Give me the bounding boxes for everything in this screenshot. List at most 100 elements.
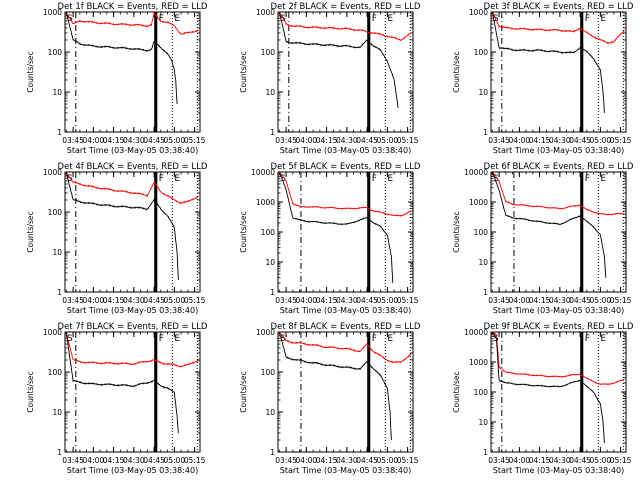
x-tick-label: 04:30	[123, 136, 145, 145]
y-tick-label: 100	[48, 48, 63, 57]
y-tick-label: 10000	[464, 168, 488, 177]
events-series-line	[278, 11, 399, 108]
chart-panel: Det 4f BLACK = Events, RED = LLD 1 10 100 10…	[26, 162, 208, 315]
lld-series-line	[492, 11, 625, 45]
y-tick-label: 1000	[256, 8, 275, 17]
events-series-line	[491, 11, 605, 113]
y-tick-label: 100	[474, 388, 489, 397]
y-tick-label: 1000	[469, 198, 488, 207]
marker-label: E	[174, 174, 180, 184]
y-tick-label: 100	[48, 208, 63, 217]
y-tick-label: 1	[270, 448, 275, 457]
plot-frame	[64, 11, 201, 133]
marker-label: S	[280, 14, 286, 24]
x-tick-label: 04:15	[103, 136, 125, 145]
x-tick-label: 03:45	[275, 456, 297, 465]
chart-title: Det 6f BLACK = Events, RED = LLD	[484, 162, 634, 172]
y-tick-label: 10	[52, 88, 62, 97]
chart-panel: Det 6f BLACK = Events, RED = LLD 1 10 100 10…	[452, 162, 634, 315]
y-tick-label: 10	[52, 248, 62, 257]
y-tick-label: 1	[57, 288, 62, 297]
marker-label: F	[585, 334, 590, 344]
marker-label: F	[372, 174, 377, 184]
x-tick-label: 05:15	[610, 456, 632, 465]
marker-label: S	[280, 174, 286, 184]
x-axis-label: Start Time (03-May-05 03:38:40)	[67, 466, 198, 475]
x-axis-label: Start Time (03-May-05 03:38:40)	[67, 146, 198, 155]
y-tick-label: 1000	[43, 328, 62, 337]
events-series-line	[492, 331, 605, 444]
chart-title: Det 2f BLACK = Events, RED = LLD	[271, 2, 421, 12]
x-tick-label: 05:00	[377, 296, 399, 305]
marker-label: E	[387, 174, 393, 184]
x-tick-label: 04:00	[83, 136, 105, 145]
lld-series-line	[65, 171, 199, 205]
marker-label: E	[387, 14, 393, 24]
y-tick-label: 1000	[469, 358, 488, 367]
x-axis-label: Start Time (03-May-05 03:38:40)	[493, 306, 624, 315]
x-tick-label: 05:00	[164, 136, 186, 145]
x-tick-label: 04:30	[549, 296, 571, 305]
y-tick-label: 10	[265, 88, 275, 97]
marker-label: E	[174, 14, 180, 24]
marker-label: F	[159, 14, 164, 24]
x-tick-label: 05:00	[590, 296, 612, 305]
y-axis-label: Counts/sec	[26, 371, 35, 412]
y-axis-label: Counts/sec	[239, 51, 248, 92]
x-axis-label: Start Time (03-May-05 03:38:40)	[493, 466, 624, 475]
chart-panel: Det 9f BLACK = Events, RED = LLD 1 10 100 10…	[452, 322, 634, 475]
x-tick-label: 03:45	[62, 456, 84, 465]
x-axis-label: Start Time (03-May-05 03:38:40)	[493, 146, 624, 155]
x-tick-label: 04:00	[509, 296, 531, 305]
x-tick-label: 03:45	[488, 136, 510, 145]
x-tick-label: 04:15	[103, 296, 125, 305]
x-tick-label: 04:00	[509, 136, 531, 145]
x-tick-label: 04:30	[123, 456, 145, 465]
x-tick-label: 04:15	[316, 136, 338, 145]
x-tick-label: 03:45	[62, 296, 84, 305]
x-tick-label: 04:30	[549, 456, 571, 465]
x-tick-label: 04:30	[336, 296, 358, 305]
marker-label: F	[372, 334, 377, 344]
marker-label: E	[387, 334, 393, 344]
marker-label: S	[67, 334, 73, 344]
x-tick-label: 04:00	[296, 296, 318, 305]
chart-title: Det 5f BLACK = Events, RED = LLD	[271, 162, 421, 172]
y-tick-label: 100	[48, 368, 63, 377]
x-tick-label: 04:15	[529, 456, 551, 465]
x-tick-label: 04:30	[336, 456, 358, 465]
chart-title: Det 4f BLACK = Events, RED = LLD	[58, 162, 208, 172]
chart-panel: Det 3f BLACK = Events, RED = LLD 1 10 100 10…	[452, 2, 634, 155]
y-axis-label: Counts/sec	[26, 211, 35, 252]
x-axis-label: Start Time (03-May-05 03:38:40)	[280, 466, 411, 475]
chart-title: Det 3f BLACK = Events, RED = LLD	[484, 2, 634, 12]
y-tick-label: 10	[478, 88, 488, 97]
x-tick-label: 05:00	[164, 456, 186, 465]
lld-series-line	[279, 332, 412, 364]
marker-label: F	[159, 174, 164, 184]
x-tick-label: 05:15	[397, 296, 419, 305]
x-tick-label: 05:00	[164, 296, 186, 305]
x-axis-label: Start Time (03-May-05 03:38:40)	[280, 146, 411, 155]
plot-frame	[64, 171, 201, 293]
events-series-line	[65, 332, 179, 433]
x-axis-label: Start Time (03-May-05 03:38:40)	[67, 306, 198, 315]
chart-panel: Det 5f BLACK = Events, RED = LLD 1 10 100 10…	[239, 162, 421, 315]
y-axis-label: Counts/sec	[452, 371, 461, 412]
lld-series-line	[279, 12, 412, 42]
x-tick-label: 04:45	[143, 136, 165, 145]
y-tick-label: 10	[478, 418, 488, 427]
y-tick-label: 10	[265, 408, 275, 417]
y-tick-label: 10000	[464, 328, 488, 337]
x-tick-label: 03:45	[488, 456, 510, 465]
lld-series-line	[492, 171, 625, 216]
plot-frame	[490, 331, 627, 453]
plot-frame	[490, 11, 627, 133]
y-tick-label: 100	[474, 48, 489, 57]
x-tick-label: 05:00	[590, 136, 612, 145]
events-series-line	[65, 12, 178, 105]
x-tick-label: 04:30	[549, 136, 571, 145]
x-tick-label: 04:45	[356, 296, 378, 305]
marker-label: E	[600, 174, 606, 184]
chart-title: Det 1f BLACK = Events, RED = LLD	[58, 2, 208, 12]
